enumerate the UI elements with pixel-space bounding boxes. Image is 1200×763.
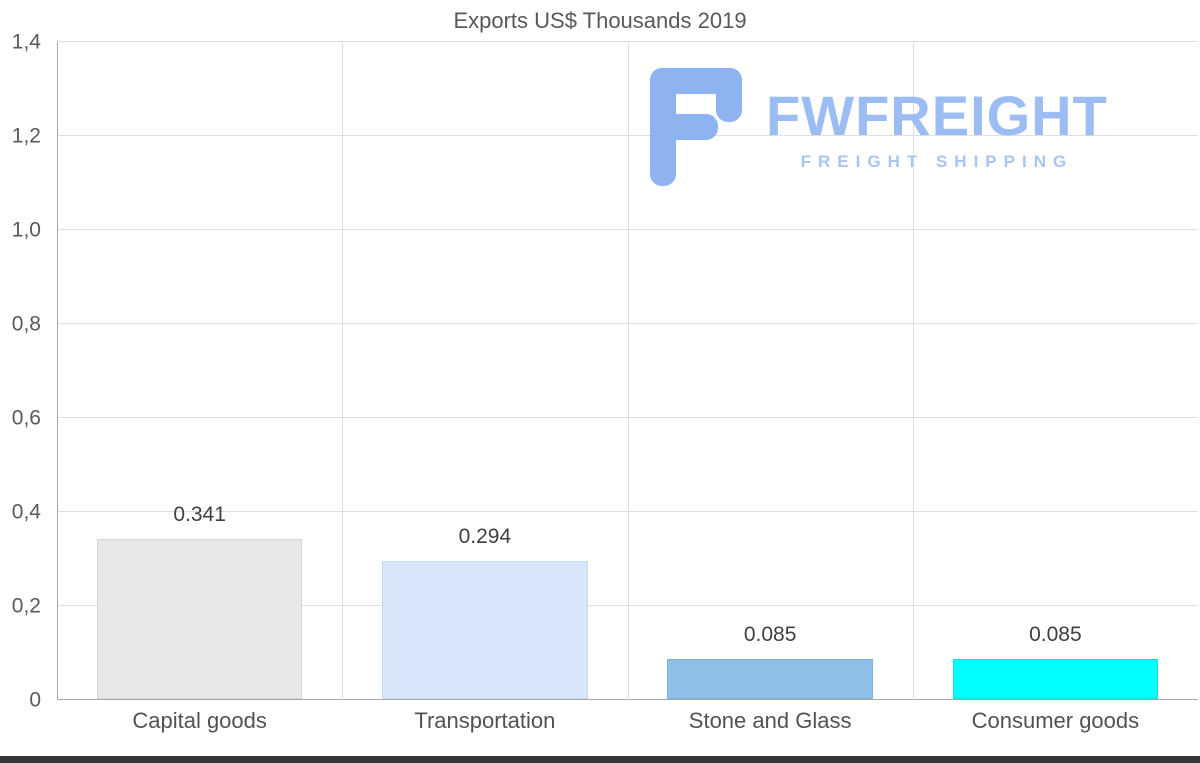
logo-shape	[650, 68, 742, 186]
y-axis-line	[57, 42, 58, 700]
watermark-brand: FWFREIGHT	[766, 84, 1108, 147]
bar-value-label: 0.341	[173, 502, 226, 526]
bar-value-label: 0.294	[458, 524, 512, 548]
x-axis-labels: Capital goods Transportation Stone and Gla…	[57, 708, 1198, 740]
chart-title: Exports US$ Thousands 2019	[453, 8, 747, 33]
watermark-tagline: FREIGHT SHIPPING	[800, 152, 1074, 171]
y-axis-labels: 1,4 1,2 1,0 0,8 0,6 0,4 0,2 0	[0, 30, 49, 711]
watermark: FWFREIGHT FREIGHT SHIPPING	[650, 68, 1108, 186]
bar-transportation	[382, 560, 588, 699]
y-tick-label: 0,8	[11, 312, 41, 336]
gridline-vertical	[627, 42, 629, 700]
watermark-text: FWFREIGHT FREIGHT SHIPPING	[766, 68, 1108, 172]
gridline-vertical	[912, 42, 914, 700]
fwfreight-logo-icon	[650, 68, 742, 186]
y-tick-label: 1,2	[11, 124, 41, 148]
bar-stone-and-glass	[667, 659, 873, 699]
bottom-edge	[0, 756, 1200, 763]
bar-value-label: 0.085	[1029, 623, 1082, 647]
y-tick-label: 0,6	[11, 406, 41, 430]
x-category-label: Consumer goods	[971, 708, 1140, 733]
y-tick-label: 1,4	[11, 30, 41, 54]
bar-consumer-goods	[952, 659, 1159, 699]
y-tick-label: 0	[29, 688, 41, 712]
bar-capital-goods	[96, 538, 303, 699]
x-category-label: Transportation	[414, 708, 556, 733]
gridline-vertical	[342, 42, 344, 700]
x-category-label: Stone and Glass	[688, 708, 852, 733]
y-tick-label: 0,4	[11, 500, 41, 524]
y-tick-label: 1,0	[11, 218, 41, 242]
y-tick-label: 0,2	[11, 594, 41, 618]
plot-area: 0.341 0.294 0.085 0.085	[57, 41, 1198, 700]
bar-value-label: 0.085	[743, 623, 797, 647]
gridline-horizontal	[57, 41, 1198, 42]
x-category-label: Capital goods	[132, 708, 267, 733]
